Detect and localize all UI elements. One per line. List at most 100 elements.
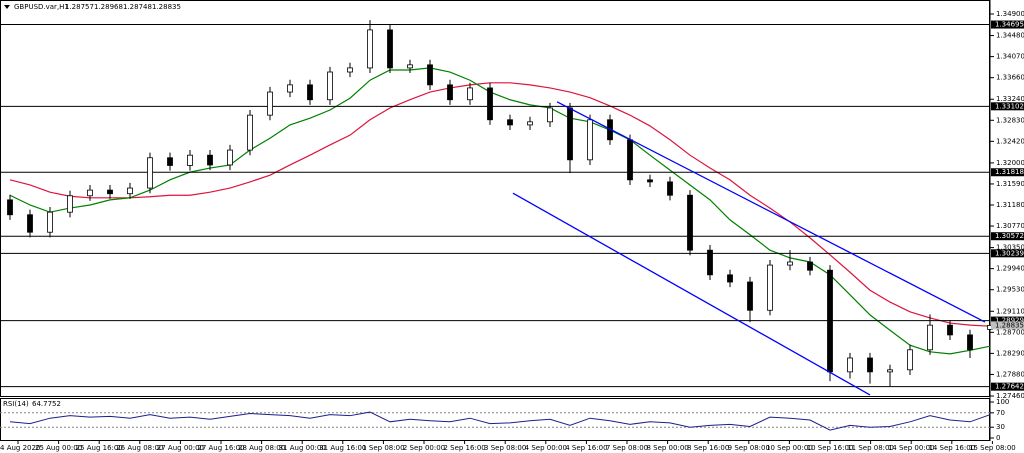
- y-tick-label: 1.31180: [996, 201, 1024, 209]
- high: 1.28968: [94, 3, 123, 11]
- candle-body: [67, 195, 73, 213]
- rsi-line: [9, 411, 991, 431]
- y-tick-label: 1.28700: [996, 328, 1024, 336]
- candle-body: [227, 149, 233, 166]
- y-tick-label: 1.28290: [996, 349, 1024, 357]
- level-label: 1.31818: [995, 168, 1024, 176]
- y-tick-label: 1.33240: [996, 95, 1024, 103]
- candle-body: [127, 187, 133, 195]
- x-tick-label: 15 Sep 08:00: [969, 444, 1016, 452]
- y-tick-label: 1.32830: [996, 116, 1024, 124]
- candle-body: [727, 274, 733, 283]
- rsi-tick-label: 0: [996, 434, 1000, 442]
- candle-body: [467, 87, 473, 101]
- x-tick-label: 14 Sep 16:00: [928, 444, 975, 452]
- y-tick-label: 1.27460: [996, 392, 1024, 400]
- x-tick-label: 8 Sep 00:00: [646, 444, 688, 452]
- level-label: 1.33102: [995, 102, 1024, 110]
- candle-body: [847, 357, 853, 373]
- x-tick-label: 9 Sep 08:00: [728, 444, 770, 452]
- x-tick-label: 26 Aug 08:00: [116, 444, 163, 452]
- y-tick-label: 1.29110: [996, 307, 1024, 315]
- candle-body: [867, 357, 873, 373]
- candle-body: [827, 269, 833, 373]
- level-label: 1.28929: [995, 317, 1024, 325]
- candle-body: [787, 261, 793, 266]
- candle-body: [107, 189, 113, 195]
- y-tick-label: 1.29530: [996, 286, 1024, 294]
- candle-body: [707, 249, 713, 276]
- x-tick-label: 24 Aug 2020: [0, 444, 40, 452]
- candle-body: [647, 179, 653, 183]
- trendline: [512, 192, 871, 396]
- moving-average: [9, 67, 991, 355]
- level-label-box: [991, 20, 1024, 29]
- candle-body: [27, 214, 33, 233]
- candle-body: [167, 157, 173, 166]
- x-tick-label: 1 Sep 08:00: [362, 444, 404, 452]
- candle-body: [967, 334, 973, 351]
- level-label: 1.30572: [995, 232, 1024, 240]
- level-label-box: [991, 232, 1024, 241]
- x-tick-label: 31 Aug 16:00: [319, 444, 366, 452]
- candle-body: [487, 87, 493, 121]
- candle-body: [567, 107, 573, 161]
- y-tick-label: 1.27880: [996, 370, 1024, 378]
- y-tick-label: 1.30770: [996, 222, 1024, 230]
- candle-body: [687, 194, 693, 251]
- rsi-tick-label: 30: [996, 423, 1005, 431]
- y-tick-label: 1.34070: [996, 53, 1024, 61]
- y-tick-label: 1.33660: [996, 74, 1024, 82]
- x-tick-label: 10 Sep 16:00: [807, 444, 854, 452]
- candle-body: [427, 64, 433, 86]
- open: 1.28757: [65, 3, 94, 11]
- x-tick-label: 27 Aug 16:00: [197, 444, 244, 452]
- candle-body: [527, 121, 533, 126]
- trendline: [556, 101, 986, 323]
- candle-body: [387, 29, 393, 69]
- candle-body: [327, 71, 333, 101]
- candle-body: [47, 211, 53, 233]
- x-tick-label: 14 Sep 00:00: [888, 444, 935, 452]
- candle-body: [447, 84, 453, 101]
- x-tick-label: 2 Sep 00:00: [403, 444, 445, 452]
- main-panel: [0, 0, 990, 397]
- x-tick-label: 7 Sep 08:00: [606, 444, 648, 452]
- rsi-tick-label: 70: [996, 409, 1005, 417]
- y-tick-label: 1.30350: [996, 244, 1024, 252]
- close: 1.28835: [152, 3, 181, 11]
- candle-body: [147, 157, 153, 189]
- x-tick-label: 25 Aug 16:00: [76, 444, 123, 452]
- symbol: GBPUSD.var,H1: [14, 3, 69, 11]
- candle-body: [207, 154, 213, 166]
- x-tick-label: 27 Aug 00:00: [157, 444, 204, 452]
- candle-body: [887, 369, 893, 373]
- x-tick-label: 3 Sep 08:00: [484, 444, 526, 452]
- moving-average: [9, 82, 991, 327]
- x-tick-label: 31 Aug 00:00: [279, 444, 326, 452]
- candle-body: [367, 29, 373, 69]
- level-label-box: [991, 316, 1024, 325]
- candle-body: [267, 91, 273, 116]
- menu-arrow: [4, 5, 10, 9]
- level-label-box: [991, 382, 1024, 391]
- level-label: 1.27642: [995, 383, 1024, 391]
- rsi-tick-label: 100: [996, 398, 1009, 406]
- level-label-box: [991, 102, 1024, 111]
- level-label-box: [991, 168, 1024, 177]
- candle-body: [307, 84, 313, 101]
- current-price: 1.28835: [995, 321, 1024, 329]
- y-tick-label: 1.32000: [996, 159, 1024, 167]
- rsi-label: RSI(14): [3, 400, 29, 408]
- x-tick-label: 25 Aug 00:00: [35, 444, 82, 452]
- candle-body: [807, 261, 813, 271]
- candle-body: [747, 281, 753, 311]
- candle-body: [187, 154, 193, 166]
- x-tick-label: 4 Sep 00:00: [525, 444, 567, 452]
- candle-body: [927, 324, 933, 351]
- low: 1.28748: [123, 3, 152, 11]
- candle-body: [407, 64, 413, 69]
- y-tick-label: 1.31590: [996, 180, 1024, 188]
- level-label: 1.30239: [995, 249, 1024, 257]
